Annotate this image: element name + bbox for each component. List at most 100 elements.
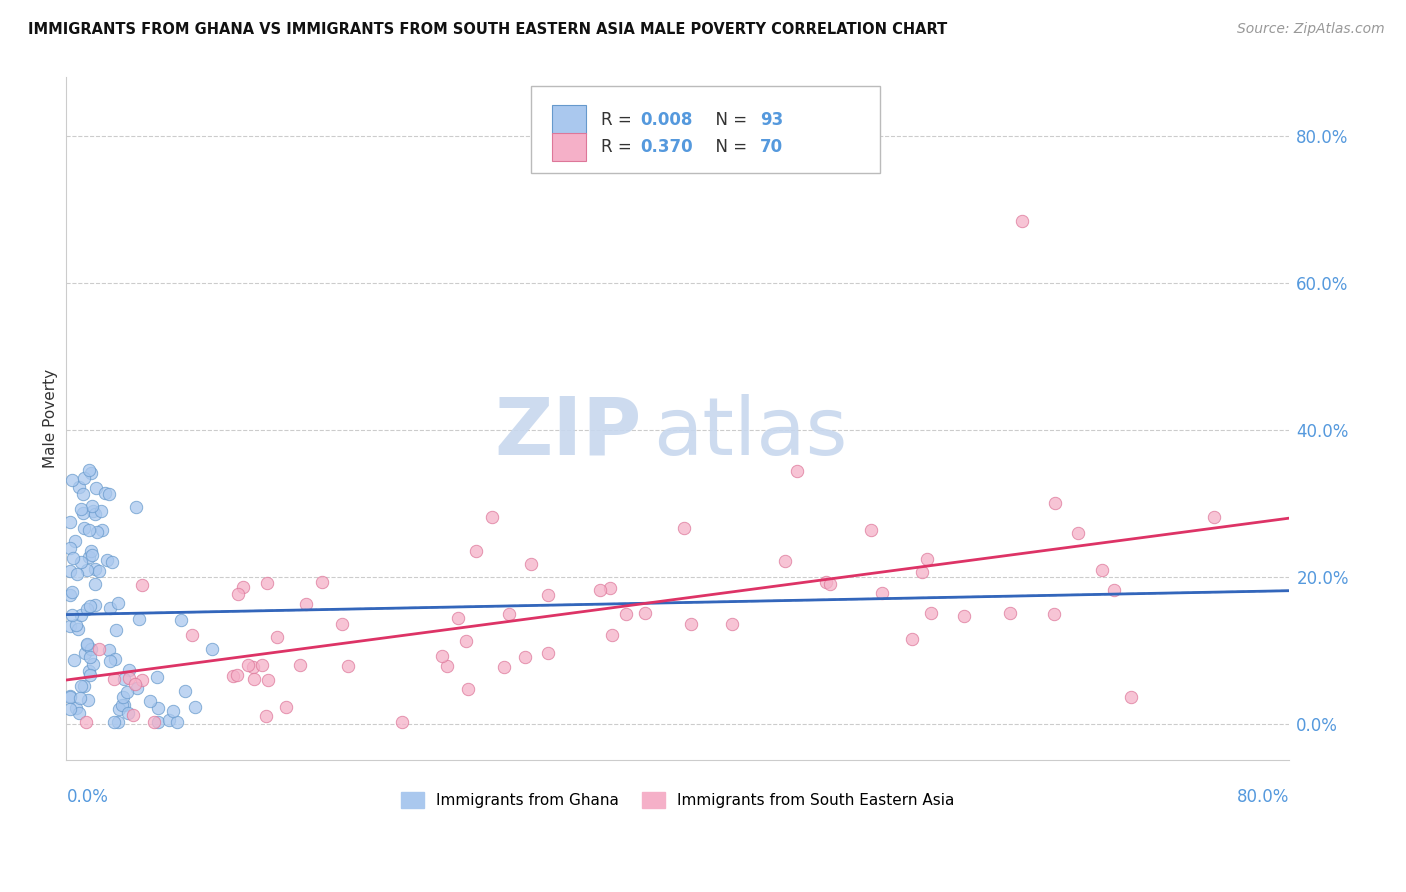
Point <box>614 607 637 621</box>
Point <box>79 544 101 558</box>
Point <box>58 690 80 704</box>
Point <box>58 689 80 703</box>
Text: 80.0%: 80.0% <box>1237 788 1289 806</box>
Point <box>90 504 112 518</box>
Point <box>170 613 193 627</box>
Point <box>69 691 91 706</box>
Text: R =: R = <box>600 111 637 128</box>
Point <box>76 693 98 707</box>
Point <box>162 704 184 718</box>
Point <box>60 474 83 488</box>
Point <box>97 642 120 657</box>
Point <box>58 702 80 716</box>
Point <box>104 623 127 637</box>
Point <box>73 521 96 535</box>
Point <box>72 506 94 520</box>
Point <box>86 525 108 540</box>
Point <box>58 588 80 602</box>
Point <box>256 575 278 590</box>
Y-axis label: Male Poverty: Male Poverty <box>44 369 58 468</box>
Point <box>720 617 742 632</box>
Point <box>72 487 94 501</box>
Point <box>257 673 280 687</box>
Point <box>83 507 105 521</box>
Point <box>290 657 312 672</box>
Point <box>337 659 360 673</box>
Point <box>498 607 520 622</box>
Point <box>103 715 125 730</box>
Point <box>76 564 98 578</box>
Point <box>457 681 479 696</box>
Point <box>69 479 91 493</box>
Point <box>107 714 129 729</box>
Legend: Immigrants from Ghana, Immigrants from South Eastern Asia: Immigrants from Ghana, Immigrants from S… <box>395 786 960 814</box>
Point <box>73 646 96 660</box>
Point <box>62 550 84 565</box>
Point <box>75 715 97 730</box>
Point <box>117 706 139 721</box>
Point <box>63 533 86 548</box>
Point <box>124 677 146 691</box>
Point <box>311 575 333 590</box>
Point <box>953 609 976 624</box>
Point <box>465 544 488 558</box>
Point <box>681 617 703 632</box>
Point <box>94 486 117 500</box>
Point <box>146 670 169 684</box>
Point <box>166 715 188 730</box>
Point <box>391 715 413 730</box>
Point <box>77 664 100 678</box>
Point <box>101 555 124 569</box>
Point <box>82 657 104 671</box>
Point <box>236 657 259 672</box>
Text: 0.370: 0.370 <box>640 138 693 156</box>
Point <box>157 714 180 728</box>
Text: 93: 93 <box>759 111 783 128</box>
Point <box>66 567 89 582</box>
Point <box>98 655 121 669</box>
Point <box>673 521 696 535</box>
Point <box>79 599 101 613</box>
Point <box>83 577 105 591</box>
Point <box>775 554 797 568</box>
Point <box>67 706 90 721</box>
Point <box>1043 496 1066 510</box>
Point <box>108 702 131 716</box>
Point <box>1091 563 1114 577</box>
Point <box>90 524 112 538</box>
Point <box>125 500 148 514</box>
Text: Source: ZipAtlas.com: Source: ZipAtlas.com <box>1237 22 1385 37</box>
Point <box>59 541 82 555</box>
Point <box>901 632 924 646</box>
Point <box>82 548 104 562</box>
Point <box>70 502 93 516</box>
Point <box>139 694 162 708</box>
Point <box>330 616 353 631</box>
Point <box>69 679 91 693</box>
Text: ZIP: ZIP <box>494 393 641 472</box>
Bar <box>553 105 586 134</box>
Point <box>481 509 503 524</box>
Point <box>112 698 135 712</box>
Point <box>131 673 153 688</box>
Point <box>73 471 96 485</box>
Point <box>112 672 135 686</box>
Point <box>83 561 105 575</box>
Point <box>998 606 1021 620</box>
Point <box>146 701 169 715</box>
Point <box>1043 607 1066 622</box>
Point <box>430 649 453 664</box>
Point <box>80 499 103 513</box>
Point <box>1102 582 1125 597</box>
Text: 0.0%: 0.0% <box>66 788 108 806</box>
Point <box>111 698 134 712</box>
Point <box>79 462 101 476</box>
Point <box>589 582 612 597</box>
Text: R =: R = <box>600 138 637 156</box>
Point <box>79 668 101 682</box>
Point <box>82 504 104 518</box>
FancyBboxPatch shape <box>531 86 880 173</box>
Text: atlas: atlas <box>654 393 848 472</box>
Point <box>537 646 560 660</box>
Point <box>602 628 624 642</box>
